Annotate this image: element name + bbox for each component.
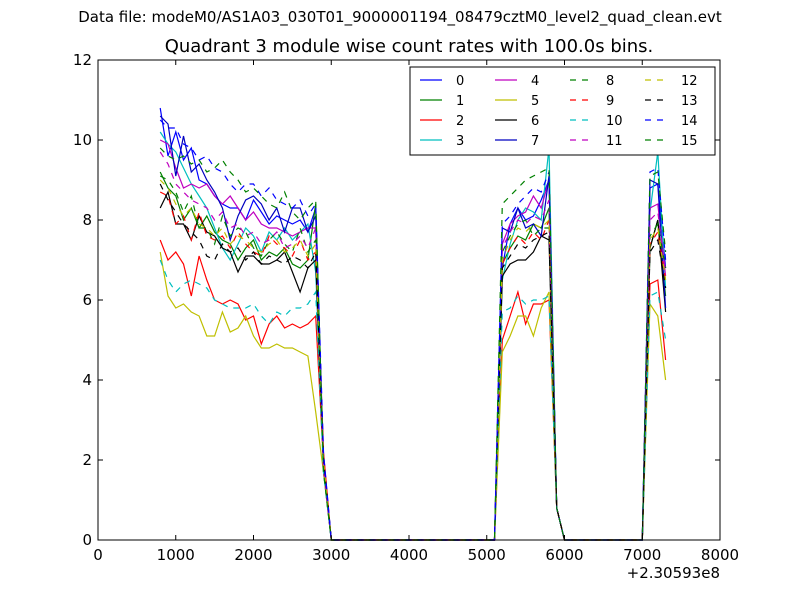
series-line-6 [159,190,667,541]
x-tick-label: 2000 [234,546,272,564]
x-tick-label: 8000 [701,546,739,564]
series-line-12 [159,179,667,541]
series-line-1 [159,171,667,541]
legend-label-5: 5 [531,94,539,109]
y-tick-label: 2 [82,451,92,469]
series-line-0 [159,107,667,541]
series-line-9 [159,191,667,541]
legend-label-10: 10 [606,114,623,129]
series-line-8 [159,175,667,541]
y-tick-label: 6 [82,291,92,309]
series-line-3 [159,131,667,541]
series-line-11 [159,151,667,541]
legend-label-1: 1 [456,94,464,109]
x-tick-label: 0 [93,546,103,564]
legend-label-0: 0 [456,74,464,89]
x-tick-label: 5000 [468,546,506,564]
x-tick-label: 7000 [623,546,661,564]
series-line-4 [159,139,667,541]
series-line-13 [159,183,667,541]
series-line-14 [159,119,667,541]
legend-label-2: 2 [456,114,464,129]
y-tick-label: 0 [82,531,92,549]
series-line-2 [159,239,667,541]
legend-label-9: 9 [606,94,614,109]
legend-label-8: 8 [606,74,614,89]
legend-label-7: 7 [531,134,539,149]
y-tick-label: 12 [73,51,92,69]
series-line-5 [159,251,667,541]
y-tick-label: 8 [82,211,92,229]
y-tick-label: 4 [82,371,92,389]
legend-label-14: 14 [681,114,698,129]
legend-label-4: 4 [531,74,539,89]
axis-ticks: 0 1000 2000 3000 4000 5000 6000 7000 80000246810… [73,51,739,564]
figure-suptitle: Data file: modeM0/AS1A03_030T01_90000011… [78,8,722,26]
y-tick-label: 10 [73,131,92,149]
x-offset-label: +2.30593e8 [627,564,720,582]
series-line-15 [159,147,667,541]
legend-label-6: 6 [531,114,539,129]
x-tick-label: 3000 [312,546,350,564]
legend-label-12: 12 [681,74,698,89]
x-tick-label: 1000 [157,546,195,564]
legend-label-13: 13 [681,94,698,109]
series-line-7 [159,115,667,541]
series-line-10 [159,259,667,541]
legend-label-3: 3 [456,134,464,149]
plot-area [159,107,667,541]
x-tick-label: 6000 [545,546,583,564]
legend-label-11: 11 [606,134,623,149]
legend-box [409,66,716,156]
x-tick-label: 4000 [390,546,428,564]
legend-label-15: 15 [681,134,698,149]
chart-title: Quadrant 3 module wise count rates with … [164,36,654,57]
